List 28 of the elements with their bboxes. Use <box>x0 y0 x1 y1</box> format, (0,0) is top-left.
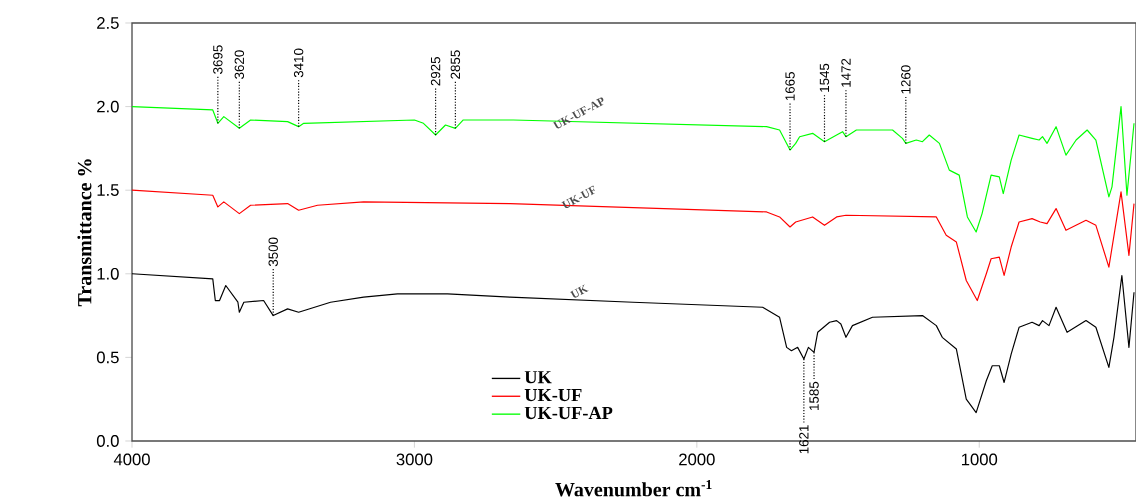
y-tick-label: 2.5 <box>97 17 119 29</box>
y-tick-label: 1.5 <box>97 184 119 196</box>
annotation: 1545 <box>819 63 830 92</box>
annotation: 1260 <box>901 65 911 94</box>
annotation: 1665 <box>785 72 795 101</box>
x-tick-label: 1000 <box>962 453 998 466</box>
annotation: 1621 <box>799 425 809 454</box>
x-axis-title: Wavenumber cm$^{-1}$ <box>555 480 712 497</box>
annotation: 3410 <box>293 48 304 78</box>
y-axis-title: Transmittance % <box>77 159 92 307</box>
x-tick-label: 2000 <box>679 453 715 466</box>
annotation: 1472 <box>841 58 851 87</box>
annotation: 2855 <box>450 50 461 79</box>
y-tick-label: 0.5 <box>96 351 119 364</box>
legend-label: UK-UF <box>524 389 582 402</box>
annotation: 3695 <box>213 45 223 74</box>
annotation: 3620 <box>234 50 245 79</box>
y-tick-label: 1.0 <box>97 267 119 280</box>
annotation: 2925 <box>430 57 441 86</box>
y-tick-label: 2.0 <box>97 100 119 113</box>
x-tick-label: 3000 <box>396 453 433 466</box>
x-tick-label: 4000 <box>113 453 150 466</box>
legend-label: UK-UF-AP <box>524 406 613 420</box>
text: UK <box>569 284 589 298</box>
legend-label: UK <box>524 371 552 384</box>
y-tick-label: 0.0 <box>96 435 119 447</box>
annotation: 1585 <box>809 381 819 410</box>
annotation: 3500 <box>268 237 278 267</box>
